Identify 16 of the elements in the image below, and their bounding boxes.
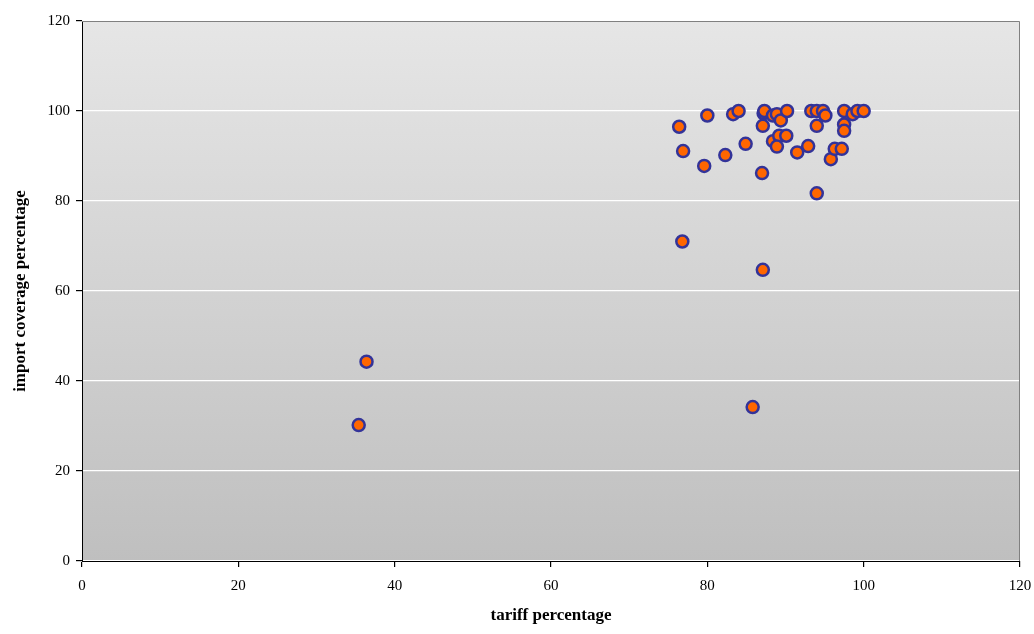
x-tick-label: 120 [1008, 576, 1032, 593]
y-tick-label: 0 [62, 551, 70, 568]
y-tick-label: 60 [55, 281, 70, 298]
y-axis-title: import coverage percentage [9, 189, 29, 392]
y-tick-label: 120 [47, 11, 70, 28]
y-tick-label: 20 [55, 461, 70, 478]
x-tick-label: 100 [852, 576, 875, 593]
x-tick-label: 0 [78, 576, 86, 593]
x-axis-title: tariff percentage [490, 605, 612, 625]
y-tick-label: 80 [55, 191, 70, 208]
x-tick-label: 80 [699, 576, 715, 593]
x-tick-label: 20 [230, 576, 246, 593]
x-tick-label: 40 [387, 576, 403, 593]
y-tick-label: 40 [55, 371, 70, 388]
y-tick-label: 100 [47, 101, 70, 118]
x-tick-label: 60 [543, 576, 559, 593]
